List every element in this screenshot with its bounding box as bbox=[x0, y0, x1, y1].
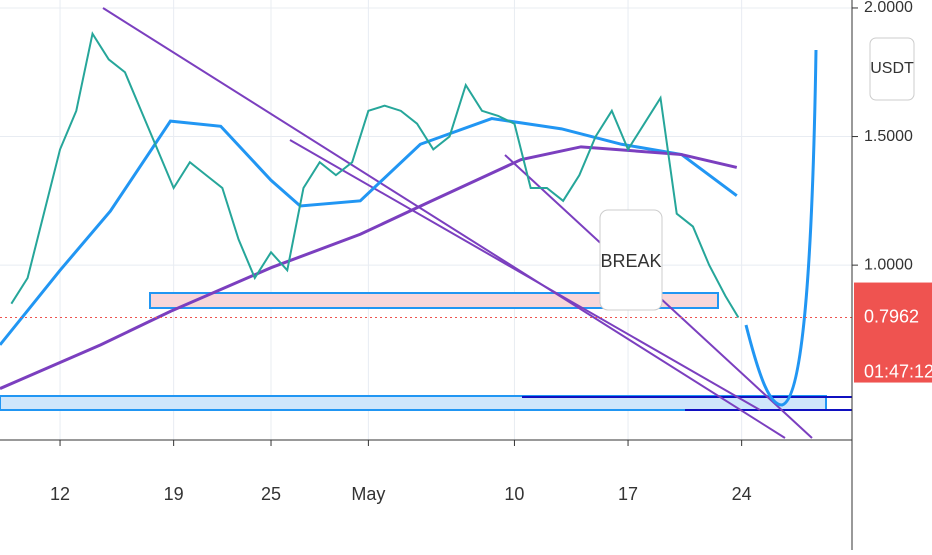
y-tick-label: 2.0000 bbox=[864, 0, 913, 16]
x-tick-label: 25 bbox=[261, 484, 281, 504]
currency-box bbox=[869, 37, 915, 101]
price-line bbox=[10, 31, 740, 319]
annotation-box bbox=[599, 209, 663, 311]
annotation: BREAK bbox=[600, 251, 661, 271]
trend-line bbox=[289, 139, 761, 411]
currency: USDT bbox=[870, 60, 914, 77]
trend-line bbox=[102, 7, 786, 439]
x-tick-label: May bbox=[351, 484, 385, 504]
axes: 2.0000 1.5000 1.0000 12 19 25 May 10 17 24 0.7962 0… bbox=[50, 0, 932, 504]
last-price-label: 0.7962 bbox=[864, 306, 919, 326]
plot bbox=[0, 31, 852, 390]
x-tick-label: 10 bbox=[504, 484, 524, 504]
target-zone bbox=[0, 395, 827, 411]
x-tick-label: 19 bbox=[164, 484, 184, 504]
moving-average bbox=[0, 145, 738, 390]
projection bbox=[744, 49, 818, 407]
x-tick-label: 17 bbox=[618, 484, 638, 504]
y-tick-label: 1.5000 bbox=[864, 128, 913, 145]
x-tick-label: 12 bbox=[50, 484, 70, 504]
countdown: 01:47:12 bbox=[864, 361, 932, 381]
y-tick-label: 1.0000 bbox=[864, 256, 913, 273]
moving-average bbox=[0, 117, 738, 346]
last-price-box bbox=[854, 282, 932, 383]
x-tick-label: 24 bbox=[732, 484, 752, 504]
